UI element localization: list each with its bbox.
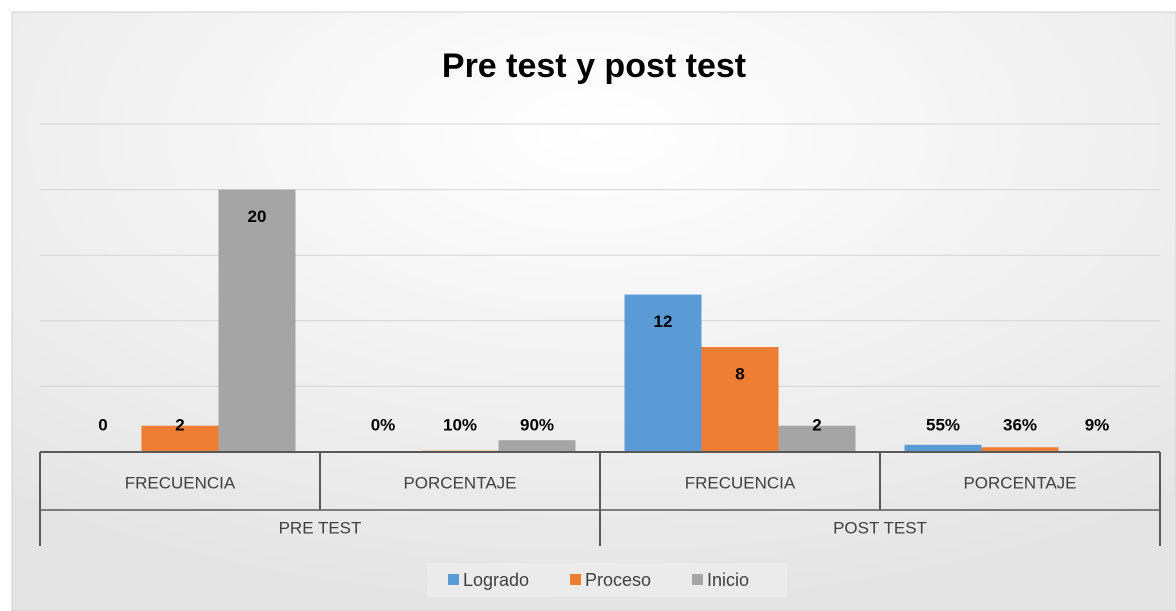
data-label: 36% bbox=[1003, 415, 1037, 434]
data-label: 9% bbox=[1085, 415, 1110, 434]
bar bbox=[981, 447, 1059, 452]
data-label: 10% bbox=[443, 415, 477, 434]
x-tick-label: PORCENTAJE bbox=[963, 473, 1076, 492]
bar bbox=[624, 294, 702, 452]
chart-title: Pre test y post test bbox=[442, 47, 746, 85]
data-label: 0% bbox=[371, 415, 396, 434]
bar bbox=[701, 347, 779, 452]
bar bbox=[218, 189, 296, 452]
data-label: 2 bbox=[812, 415, 821, 434]
group-label: POST TEST bbox=[833, 518, 927, 537]
legend-box bbox=[427, 563, 787, 597]
data-label: 0 bbox=[98, 415, 107, 434]
data-label: 2 bbox=[175, 415, 184, 434]
legend-swatch bbox=[570, 574, 581, 585]
x-tick-label: FRECUENCIA bbox=[125, 473, 236, 492]
x-tick-label: FRECUENCIA bbox=[685, 473, 796, 492]
data-label: 90% bbox=[520, 415, 554, 434]
bar bbox=[498, 440, 576, 452]
data-label: 55% bbox=[926, 415, 960, 434]
legend-label: Inicio bbox=[707, 570, 749, 590]
legend-label: Proceso bbox=[585, 570, 651, 590]
legend-swatch bbox=[448, 574, 459, 585]
group-label: PRE TEST bbox=[279, 518, 362, 537]
chart-background bbox=[11, 11, 1176, 611]
bar bbox=[904, 444, 982, 452]
bar bbox=[141, 425, 219, 452]
legend-swatch bbox=[692, 574, 703, 585]
legend-label: Logrado bbox=[463, 570, 529, 590]
bar bbox=[778, 425, 856, 452]
data-label: 12 bbox=[654, 312, 673, 331]
data-label: 8 bbox=[735, 365, 744, 384]
x-tick-label: PORCENTAJE bbox=[403, 473, 516, 492]
data-label: 20 bbox=[248, 207, 267, 226]
